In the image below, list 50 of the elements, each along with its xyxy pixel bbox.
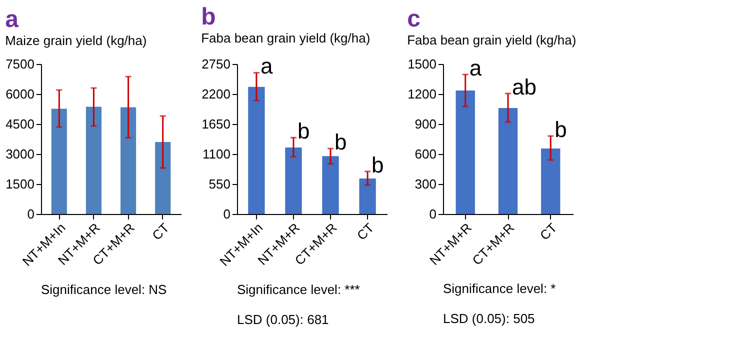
text: Significance level: * xyxy=(443,281,556,296)
y-tick-label: 4500 xyxy=(6,116,34,132)
bar xyxy=(86,106,102,214)
annotation: b xyxy=(554,117,567,142)
bar xyxy=(285,147,302,214)
chart-title: c xyxy=(407,6,420,32)
text: Significance level: NS xyxy=(41,282,168,297)
chart-title: b xyxy=(201,4,216,31)
y-tick-label: 1100 xyxy=(202,146,230,162)
y-tick-label: 550 xyxy=(208,176,230,192)
bar xyxy=(120,107,136,214)
bar xyxy=(51,108,67,214)
chart-subtitle: Faba bean grain yield (kg/ha) xyxy=(201,30,370,46)
annotation: b xyxy=(297,118,310,144)
annotation: a xyxy=(260,54,274,79)
bar xyxy=(498,108,518,214)
text: LSD (0.05): 681 xyxy=(237,312,329,327)
text: LSD (0.05): 505 xyxy=(443,311,535,326)
y-tick-label: 2200 xyxy=(202,86,230,102)
x-tick-label: CT xyxy=(149,220,172,243)
bar xyxy=(155,142,171,214)
y-tick-label: 7500 xyxy=(6,56,34,72)
y-tick-label: 600 xyxy=(414,146,436,162)
x-tick-label: CT xyxy=(536,220,560,243)
bar xyxy=(359,178,376,214)
bar xyxy=(541,148,560,214)
annotation: ab xyxy=(512,74,536,100)
bar xyxy=(456,90,475,214)
y-tick-label: 300 xyxy=(414,176,436,192)
y-tick-label: 2750 xyxy=(202,56,230,72)
bar xyxy=(322,156,339,214)
y-tick-label: 0 xyxy=(223,206,230,222)
bar xyxy=(248,86,265,214)
y-tick-label: 6000 xyxy=(6,86,34,102)
x-tick-label: CT xyxy=(354,220,377,243)
y-tick-label: 0 xyxy=(429,206,436,222)
y-tick-label: 3000 xyxy=(6,146,34,162)
chart-subtitle: Faba bean grain yield (kg/ha) xyxy=(407,32,576,48)
annotation: b xyxy=(372,152,384,178)
y-tick-label: 900 xyxy=(414,116,436,132)
annotation: a xyxy=(469,56,482,80)
y-tick-label: 1500 xyxy=(6,176,34,192)
y-tick-label: 1500 xyxy=(408,56,436,72)
y-tick-label: 0 xyxy=(27,206,34,222)
chart-subtitle: Maize grain yield (kg/ha) xyxy=(5,33,147,48)
y-tick-label: 1650 xyxy=(202,116,230,132)
chart-title: a xyxy=(5,6,20,33)
text: Significance level: *** xyxy=(237,282,360,297)
annotation: b xyxy=(334,130,347,155)
y-tick-label: 1200 xyxy=(408,86,436,102)
